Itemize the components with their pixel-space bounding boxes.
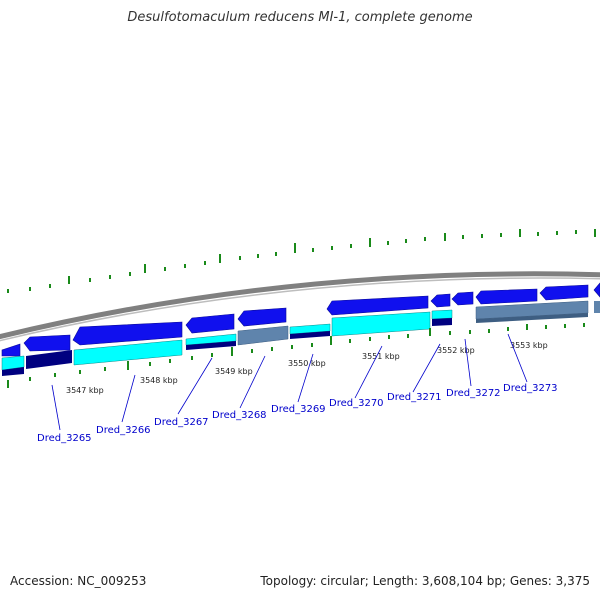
kbp-label: 3553 kbp: [510, 341, 548, 350]
gene-leader-lines: [51, 333, 528, 431]
kbp-label: 3550 kbp: [288, 359, 326, 368]
kbp-label: 3552 kbp: [437, 346, 475, 355]
gene-label-dred-3271[interactable]: Dred_3271: [387, 392, 442, 403]
accession-text: Accession: NC_009253: [10, 574, 147, 588]
map-title: Desulfotomaculum reducens MI-1, complete…: [127, 10, 473, 25]
gene-label-dred-3269[interactable]: Dred_3269: [271, 404, 326, 415]
gene-label-dred-3270[interactable]: Dred_3270: [329, 398, 384, 409]
backbone-inner: [0, 277, 600, 342]
kbp-label: 3549 kbp: [215, 367, 253, 376]
outer-ticks: [7, 229, 596, 293]
gene-label-dred-3266[interactable]: Dred_3266: [96, 425, 151, 436]
gene-label-dred-3273[interactable]: Dred_3273: [503, 383, 558, 394]
gene-label-dred-3265[interactable]: Dred_3265: [37, 433, 92, 444]
backbone-outer: [0, 271, 600, 340]
kbp-label: 3548 kbp: [140, 376, 178, 385]
inner-ticks: [7, 323, 585, 388]
gene-label-dred-3267[interactable]: Dred_3267: [154, 417, 209, 428]
gene-label-dred-3268[interactable]: Dred_3268: [212, 410, 267, 421]
kbp-label: 3551 kbp: [362, 352, 400, 361]
forward-cds-track: [1, 282, 600, 357]
feature-track: [1, 300, 600, 376]
kbp-label: 3547 kbp: [66, 386, 104, 395]
gene-label-dred-3272[interactable]: Dred_3272: [446, 388, 501, 399]
topology-text: Topology: circular; Length: 3,608,104 bp…: [260, 574, 590, 588]
